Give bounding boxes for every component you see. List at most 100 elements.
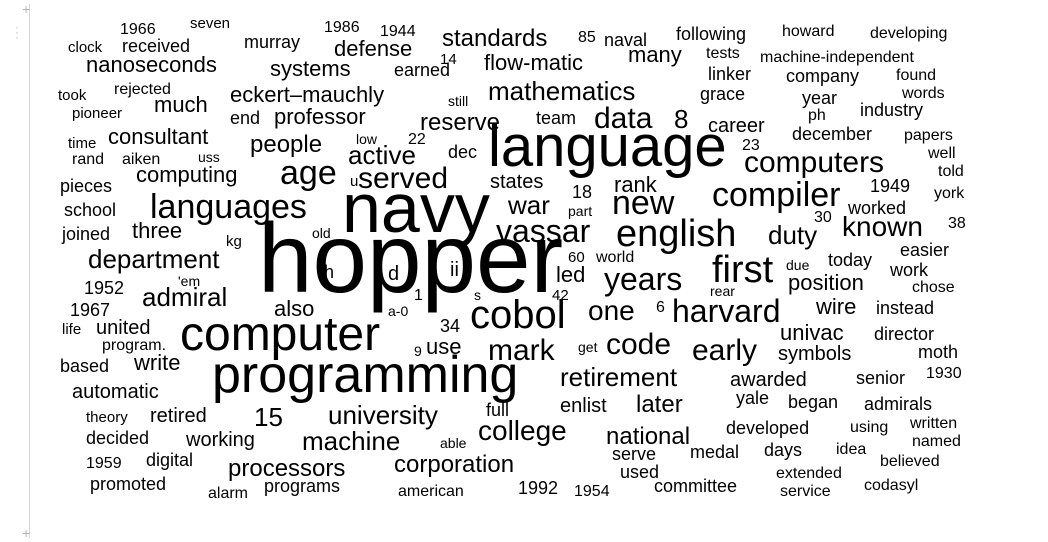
word-132: dec xyxy=(448,142,477,162)
word-90: developed xyxy=(726,418,809,438)
word-28: machine xyxy=(302,426,400,456)
word-6: english xyxy=(616,213,736,255)
word-128: end xyxy=(230,108,260,128)
word-114: pioneer xyxy=(72,105,122,122)
word-18: data xyxy=(594,102,653,135)
word-105: program. xyxy=(102,337,166,354)
word-87: admirals xyxy=(864,394,932,414)
word-67: states xyxy=(490,171,543,193)
word-129: team xyxy=(536,108,576,128)
word-16: code xyxy=(606,328,671,361)
word-135: developing xyxy=(870,25,947,42)
word-49: eckert–mauchly xyxy=(230,82,384,107)
word-119: 1966 xyxy=(120,21,156,38)
word-182: 1 xyxy=(414,287,423,304)
word-120: seven xyxy=(190,15,230,32)
word-159: 1954 xyxy=(574,483,610,500)
word-76: grace xyxy=(700,84,745,104)
word-27: duty xyxy=(768,220,817,250)
word-79: 1949 xyxy=(870,176,910,196)
word-156: extended xyxy=(776,465,842,482)
word-30: retirement xyxy=(560,362,678,392)
word-102: decided xyxy=(86,428,149,448)
corner-cross-mark-bottom: + xyxy=(22,525,31,541)
word-155: believed xyxy=(880,453,940,470)
drag-handle-icon[interactable]: · · · xyxy=(15,20,19,44)
word-146: 30 xyxy=(814,209,832,226)
word-3: programming xyxy=(212,346,518,404)
word-80: worked xyxy=(847,198,906,218)
word-148: rear xyxy=(710,283,735,299)
word-138: found xyxy=(896,67,936,84)
word-89: yale xyxy=(736,388,769,408)
word-57: write xyxy=(133,350,180,375)
word-84: director xyxy=(874,324,934,344)
word-154: idea xyxy=(836,441,866,458)
word-25: department xyxy=(88,244,220,274)
word-176: 9 xyxy=(414,343,422,359)
word-11: vassar xyxy=(496,213,591,249)
word-46: nanoseconds xyxy=(86,52,217,77)
word-72: naval xyxy=(604,30,647,50)
word-142: well xyxy=(927,145,956,162)
word-153: using xyxy=(850,419,888,436)
word-33: national xyxy=(606,423,690,450)
word-39: 15 xyxy=(254,402,283,432)
word-82: work xyxy=(889,260,929,280)
word-136: tests xyxy=(706,45,740,62)
word-139: words xyxy=(901,85,945,102)
word-0: hopper xyxy=(258,203,563,313)
word-141: papers xyxy=(904,127,953,144)
word-162: 1959 xyxy=(86,455,122,472)
word-140: ph xyxy=(808,107,826,124)
word-93: serve xyxy=(612,444,656,464)
word-144: york xyxy=(934,185,965,202)
word-166: 'em xyxy=(178,273,200,289)
word-123: 1944 xyxy=(380,23,416,40)
word-65: career xyxy=(708,115,765,137)
word-172: 42 xyxy=(552,287,569,304)
word-53: computing xyxy=(136,162,238,187)
word-181: ii xyxy=(450,259,459,281)
word-107: 1952 xyxy=(84,278,124,298)
word-145: 38 xyxy=(948,215,966,232)
word-47: flow-matic xyxy=(484,50,583,75)
word-101: digital xyxy=(146,450,193,470)
word-108: joined xyxy=(61,224,110,244)
word-111: rand xyxy=(72,151,104,168)
word-40: univac xyxy=(780,320,844,345)
word-130: 22 xyxy=(408,131,426,148)
word-165: kg xyxy=(226,233,242,250)
word-96: full xyxy=(486,400,509,420)
word-149: due xyxy=(786,257,810,273)
word-52: consultant xyxy=(108,124,208,149)
word-180: d xyxy=(388,263,399,285)
word-127: still xyxy=(448,93,468,109)
word-74: industry xyxy=(860,100,923,120)
word-55: also xyxy=(274,296,314,321)
word-61: working xyxy=(185,429,255,451)
word-171: 18 xyxy=(572,182,592,202)
word-124: 85 xyxy=(578,29,596,46)
word-43: standards xyxy=(442,25,547,52)
word-112: aiken xyxy=(122,151,160,168)
word-133: 23 xyxy=(742,137,760,154)
word-152: named xyxy=(912,433,961,450)
word-14: age xyxy=(280,154,337,192)
word-126: 14 xyxy=(440,51,457,68)
word-83: instead xyxy=(876,298,934,318)
word-91: days xyxy=(764,440,802,460)
word-12: years xyxy=(604,261,682,297)
word-17: early xyxy=(692,334,757,367)
word-106: 1967 xyxy=(70,300,110,320)
word-70: today xyxy=(828,250,872,270)
word-51: much xyxy=(154,92,208,117)
word-99: programs xyxy=(264,476,340,496)
word-110: pieces xyxy=(60,176,112,196)
word-13: harvard xyxy=(672,293,781,329)
word-9: new xyxy=(612,184,675,222)
word-92: medal xyxy=(690,442,739,462)
word-121: murray xyxy=(244,32,300,52)
